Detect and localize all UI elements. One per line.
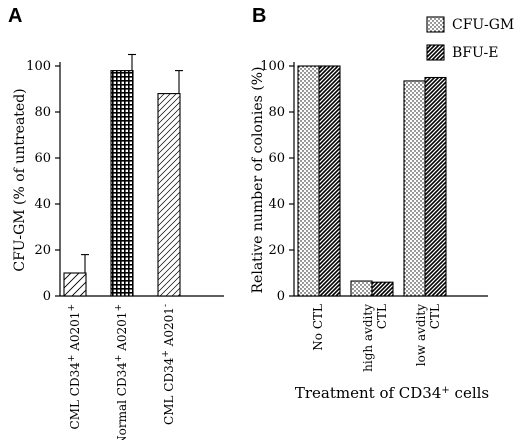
panel-a-category-label: Normal CD34+ A0201+ [114,304,129,440]
panel-b-bar [297,65,320,297]
panel-b-bar [318,65,341,297]
panel-b-y-tick-label: 20 [268,243,285,258]
panel-b-legend: CFU-GM BFU-E [426,16,514,61]
panel-a-axes: 0 20 40 60 80 100 [26,59,224,304]
panel-b-y-axis-label: Relative number of colonies (%) [250,67,266,294]
panel-b-chart: Relative number of colonies (%) 0 20 40 60 8… [250,16,514,402]
panel-a-y-tick-label: 20 [34,243,51,258]
panel-b-y-tick-label: 40 [268,197,285,212]
panel-a-bar [63,272,87,297]
panel-b-bar [350,280,373,297]
panel-b-bar [424,76,447,297]
panel-b-y-tick-label: 60 [268,151,285,166]
panel-a-bar [110,70,134,297]
panel-a-letter: A [8,5,22,27]
panel-b-category-labels: No CTL high avdityCTL low avdityCTL [311,304,442,372]
panel-b-axes: 0 20 40 60 80 100 [260,59,488,304]
panel-b-bar [403,80,426,297]
panel-a-category-label: CML CD34+ A0201- [161,304,176,425]
panel-b-y-tick-label: 0 [277,289,285,304]
panel-b-category-label: low avdityCTL [414,304,442,366]
panel-b-y-tick-label: 80 [268,105,285,120]
panel-a-y-tick-label: 0 [43,289,51,304]
panel-a-y-tick-label: 40 [34,197,51,212]
panel-a-y-axis-label: CFU-GM (% of untreated) [12,88,28,271]
panel-b-y-tick-label: 100 [260,59,285,74]
panel-b-bars [297,65,447,297]
panel-a-bars [63,53,183,297]
legend-label: CFU-GM [452,17,514,33]
panel-a-y-tick-label: 60 [34,151,51,166]
panel-a-y-tick-label: 100 [26,59,51,74]
legend-swatch [426,16,445,33]
panel-b-bar [371,281,394,297]
panel-a-category-labels: CML CD34+ A0201+ Normal CD34+ A0201+ CML C… [67,304,176,440]
panel-b-category-label: No CTL [311,304,325,351]
panel-a-category-label: CML CD34+ A0201+ [67,304,82,429]
panel-a-y-tick-label: 80 [34,105,51,120]
panel-a-chart: CFU-GM (% of untreated) 0 20 40 60 80 100 CML… [12,53,224,440]
panel-b-letter: B [252,5,266,27]
legend-label: BFU-E [452,45,499,61]
panel-a-bar [157,93,181,297]
panel-b-category-label: high avdityCTL [361,304,389,372]
legend-swatch [426,44,445,61]
panel-b-x-axis-label: Treatment of CD34+ cells [295,384,489,402]
